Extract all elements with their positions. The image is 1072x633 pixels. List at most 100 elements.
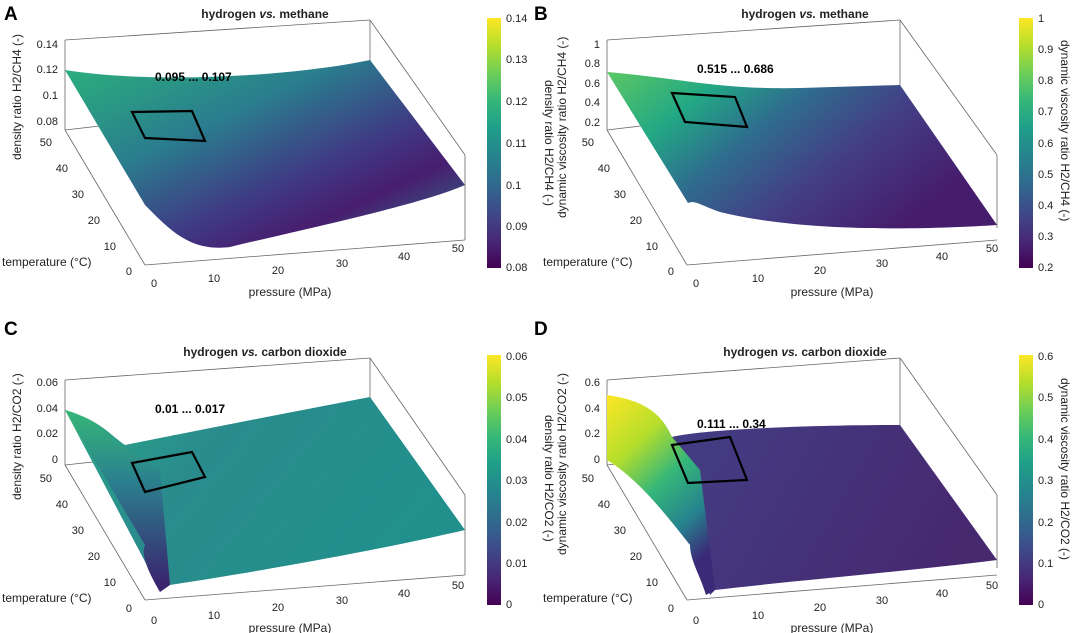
z-tick: 0.02: [37, 428, 58, 440]
cb-tick: 0.05: [506, 392, 527, 404]
cb-tick: 0.09: [506, 221, 527, 233]
y-tick: 20: [88, 215, 100, 227]
x-tick: 20: [272, 602, 284, 614]
cb-tick: 0.8: [1038, 75, 1053, 87]
x-tick: 30: [336, 258, 348, 270]
z-ticks: 0.6 0.4 0.2 0: [585, 377, 600, 466]
x-tick: 40: [936, 251, 948, 263]
x-tick: 50: [986, 580, 998, 592]
cb-tick: 0.6: [1038, 351, 1053, 363]
z-tick: 0.2: [585, 117, 600, 129]
x-tick: 10: [208, 273, 220, 285]
chart-title: hydrogen vs. methane: [201, 7, 329, 21]
z-axis-label: density ratio H2/CH4 (-): [10, 34, 24, 160]
surface: [65, 60, 465, 248]
y-ticks: 50 40 30 20 10 0: [40, 137, 132, 278]
x-tick: 50: [452, 243, 464, 255]
y-axis-label: temperature (°C): [543, 255, 633, 269]
y-tick: 10: [646, 577, 658, 589]
z-tick: 0.1: [43, 90, 58, 102]
panel-a: A hydrogen vs. methane 0.095 ... 0.107: [2, 4, 556, 299]
chart-title: hydrogen vs. methane: [741, 7, 869, 21]
x-ticks: 0 10 20 30 40 50: [151, 580, 464, 627]
x-ticks: 0 10 20 30 40 50: [151, 243, 464, 290]
y-tick: 10: [646, 241, 658, 253]
cb-tick: 0: [1038, 599, 1044, 611]
cb-tick: 0.11: [506, 138, 527, 150]
z-axis-label: density ratio H2/CO2 (-): [10, 373, 24, 500]
x-tick: 40: [398, 251, 410, 263]
y-axis-label: temperature (°C): [543, 591, 633, 605]
y-tick: 30: [614, 189, 626, 201]
z-ticks: 0.14 0.12 0.1 0.08: [37, 39, 58, 128]
x-tick: 0: [151, 615, 157, 627]
cb-tick: 0.08: [506, 262, 527, 274]
panel-d: D hydrogen vs. carbon dioxide: [534, 319, 1072, 633]
y-ticks: 50 40 30 20 10 0: [582, 473, 674, 615]
surface: [607, 72, 997, 229]
cb-tick: 0.03: [506, 475, 527, 487]
x-tick: 40: [936, 588, 948, 600]
x-tick: 20: [272, 265, 284, 277]
cb-tick: 0.2: [1038, 517, 1053, 529]
range-box: [130, 450, 207, 494]
chart-title: hydrogen vs. carbon dioxide: [723, 345, 887, 359]
x-tick: 50: [986, 243, 998, 255]
z-axis-label: dynamic viscosity ratio H2/CO2 (-): [555, 373, 569, 555]
colorbar-label: density ratio H2/CH4 (-): [542, 80, 556, 206]
y-tick: 40: [598, 163, 610, 175]
chart-title: hydrogen vs. carbon dioxide: [183, 345, 347, 359]
y-ticks: 50 40 30 20 10 0: [582, 137, 674, 278]
panel-label: D: [534, 319, 548, 340]
z-tick: 0.14: [37, 39, 58, 51]
y-tick: 0: [126, 266, 132, 278]
z-tick: 0.4: [585, 97, 600, 109]
x-axis-label: pressure (MPa): [249, 285, 332, 299]
cb-tick: 0.2: [1038, 262, 1053, 274]
z-ticks: 0.06 0.04 0.02 0: [37, 377, 58, 466]
colorbar: [1019, 18, 1033, 268]
colorbar-ticks: 0.6 0.5 0.4 0.3 0.2 0.1 0: [1038, 351, 1053, 611]
cb-tick: 0.4: [1038, 200, 1053, 212]
cb-tick: 0.1: [506, 180, 521, 192]
x-tick: 10: [752, 273, 764, 285]
y-tick: 0: [668, 266, 674, 278]
surface-drop: [65, 410, 170, 592]
x-tick: 40: [398, 588, 410, 600]
y-tick: 30: [72, 189, 84, 201]
colorbar-ticks: 0.06 0.05 0.04 0.03 0.02 0.01 0: [506, 351, 527, 611]
panel-label: B: [534, 4, 548, 25]
y-tick: 30: [72, 525, 84, 537]
colorbar-label: dynamic viscosity ratio H2/CO2 (-): [1058, 378, 1072, 560]
x-tick: 20: [814, 602, 826, 614]
x-tick: 0: [151, 278, 157, 290]
y-tick: 0: [126, 603, 132, 615]
cb-tick: 0.01: [506, 558, 527, 570]
x-ticks: 0 10 20 30 40 50: [693, 243, 998, 290]
axes-box: [64, 19, 466, 266]
y-tick: 40: [56, 499, 68, 511]
cb-tick: 1: [1038, 13, 1044, 25]
range-annotation: 0.01 ... 0.017: [155, 402, 225, 416]
y-tick: 0: [668, 603, 674, 615]
x-ticks: 0 10 20 30 40 50: [693, 580, 998, 627]
x-tick: 0: [693, 615, 699, 627]
y-axis-label: temperature (°C): [2, 591, 92, 605]
y-axis-label: temperature (°C): [2, 255, 92, 269]
y-tick: 20: [88, 551, 100, 563]
colorbar-ticks: 0.14 0.13 0.12 0.11 0.1 0.09 0.08: [506, 13, 527, 274]
x-axis-label: pressure (MPa): [791, 285, 874, 299]
y-tick: 20: [630, 215, 642, 227]
x-tick: 30: [876, 595, 888, 607]
cb-tick: 0.14: [506, 13, 527, 25]
z-tick: 0: [52, 454, 58, 466]
colorbar: [1019, 355, 1033, 605]
z-ticks: 1 0.8 0.6 0.4 0.2: [585, 39, 600, 129]
range-annotation: 0.111 ... 0.34: [697, 417, 766, 431]
cb-tick: 0.9: [1038, 44, 1053, 56]
cb-tick: 0.5: [1038, 392, 1053, 404]
range-box: [670, 435, 749, 485]
x-tick: 10: [208, 610, 220, 622]
x-tick: 50: [452, 580, 464, 592]
x-tick: 30: [876, 258, 888, 270]
